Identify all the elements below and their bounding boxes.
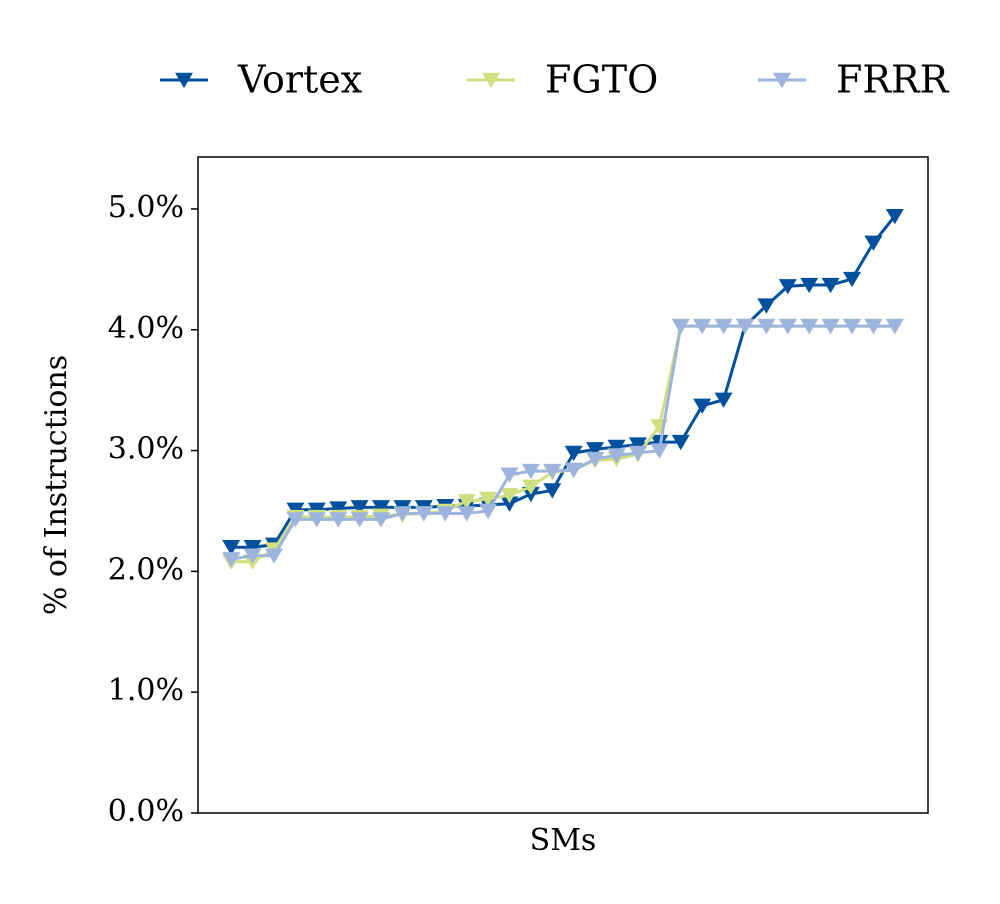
legend-marker [175,72,193,89]
marker [800,318,819,335]
legend-marker [482,72,500,89]
marker [350,500,369,516]
marker [286,512,305,528]
marker [864,235,883,251]
marker [500,488,519,504]
marker [564,462,583,478]
marker [564,445,583,462]
marker [628,437,647,453]
y-tick-label: 1.0% [108,673,184,708]
legend-label: FGTO [545,58,658,102]
marker [628,445,647,462]
marker [543,483,562,499]
marker [372,500,391,516]
marker [843,318,862,335]
marker [821,318,840,335]
marker [714,318,733,335]
marker [671,434,690,451]
marker [500,467,519,483]
series-line [230,324,895,561]
marker [414,506,433,522]
y-tick-label: 5.0% [108,190,184,225]
y-tick-label: 0.0% [108,794,184,829]
series-line [231,215,896,549]
marker [521,479,540,495]
series-line [231,324,895,564]
marker [864,318,883,335]
y-tick-label: 4.0% [108,311,184,346]
marker [479,491,498,507]
marker [457,506,476,522]
marker [714,392,733,408]
marker [607,439,626,456]
marker [885,208,904,225]
marker [757,318,776,335]
marker [693,318,712,335]
marker [329,501,348,517]
marker [821,277,840,294]
marker [843,271,862,288]
marker [372,512,391,528]
marker [671,318,690,335]
marker [479,503,498,520]
marker [586,451,605,468]
marker [607,448,626,464]
marker [436,506,455,522]
marker [800,277,819,294]
legend-label: Vortex [237,58,362,102]
plot-frame [197,156,929,814]
y-axis-label: % of Instructions [39,355,74,615]
marker [757,298,776,314]
marker [329,512,348,528]
marker [243,540,262,556]
y-tick-label: 3.0% [108,432,184,467]
marker [885,318,904,335]
marker [243,548,262,564]
marker [457,494,476,510]
marker [521,463,540,480]
legend-marker [773,72,791,89]
marker [350,512,369,528]
marker [778,279,797,295]
y-tick-label: 2.0% [108,552,184,587]
marker [693,398,712,414]
legend-label: FRRR [836,58,950,102]
marker [222,552,241,568]
marker [500,496,519,512]
marker [543,463,562,480]
marker [586,442,605,458]
marker [778,318,797,335]
marker [222,540,241,556]
marker [393,506,412,522]
marker [735,318,754,335]
marker [650,443,669,459]
marker [264,548,283,564]
marker [307,512,326,528]
x-axis-label: SMs [530,823,597,858]
